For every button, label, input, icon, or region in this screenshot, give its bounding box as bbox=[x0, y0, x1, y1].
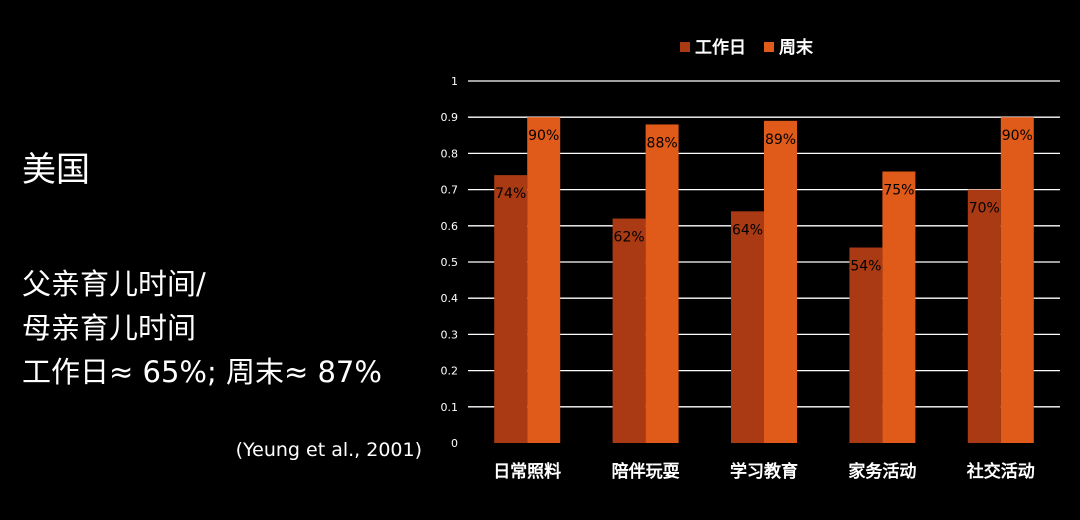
bar-weekday bbox=[849, 247, 883, 443]
y-tick-label: 0.4 bbox=[441, 292, 459, 305]
ratio-summary: 父亲育儿时间/ 母亲育儿时间 工作日≈ 65%; 周末≈ 87% bbox=[22, 262, 382, 394]
data-label: 75% bbox=[883, 183, 914, 199]
y-tick-label: 0.2 bbox=[441, 365, 459, 378]
data-labels: 74% 90% 62% 88% 64% 89% 54% 75% 70% 90% bbox=[495, 128, 1033, 274]
data-label: 90% bbox=[528, 128, 559, 144]
y-tick-label: 0.3 bbox=[441, 328, 459, 341]
x-tick-labels: 日常照料 陪伴玩耍 学习教育 家务活动 社交活动 bbox=[493, 461, 1035, 482]
bar-weekday bbox=[494, 175, 528, 443]
page-heading: 美国 bbox=[22, 150, 90, 190]
data-label: 62% bbox=[614, 230, 645, 246]
y-tick-label: 1 bbox=[451, 75, 458, 88]
y-tick-label: 0.5 bbox=[441, 256, 459, 269]
x-tick-label: 日常照料 bbox=[493, 461, 561, 482]
data-label: 54% bbox=[850, 259, 881, 275]
legend-label: 工作日 bbox=[695, 37, 746, 58]
x-tick-label: 家务活动 bbox=[848, 461, 916, 482]
citation: (Yeung et al., 2001) bbox=[235, 439, 422, 461]
bars bbox=[494, 117, 1034, 443]
bar-weekday bbox=[612, 218, 646, 443]
y-tick-label: 0.7 bbox=[441, 184, 459, 197]
ratio-line-2: 母亲育儿时间 bbox=[22, 311, 197, 345]
ratio-line-1: 父亲育儿时间/ bbox=[22, 267, 206, 301]
legend-swatch bbox=[764, 42, 774, 52]
data-label: 74% bbox=[495, 186, 526, 202]
bar-chart: 0 0.1 0.2 0.3 0.4 0.5 0.6 0.7 0.8 0.9 1 74% 90% 62% 8… bbox=[441, 37, 1060, 482]
left-panel: 美国 父亲育儿时间/ 母亲育儿时间 工作日≈ 65%; 周末≈ 87% (Yeu… bbox=[0, 0, 440, 516]
x-tick-label: 陪伴玩耍 bbox=[612, 461, 680, 482]
data-label: 90% bbox=[1002, 128, 1033, 144]
bar-weekend bbox=[764, 120, 797, 443]
legend-label: 周末 bbox=[779, 37, 814, 58]
data-label: 88% bbox=[647, 135, 678, 151]
ratio-line-3: 工作日≈ 65%; 周末≈ 87% bbox=[22, 355, 382, 389]
chart-container: 0 0.1 0.2 0.3 0.4 0.5 0.6 0.7 0.8 0.9 1 74% 90% 62% 8… bbox=[440, 0, 1080, 516]
bar-weekday bbox=[731, 211, 764, 443]
y-tick-label: 0.9 bbox=[441, 111, 459, 124]
bar-weekend bbox=[882, 171, 916, 443]
bar-weekend bbox=[527, 117, 561, 443]
x-tick-label: 社交活动 bbox=[966, 461, 1035, 482]
y-tick-label: 0.1 bbox=[441, 401, 459, 414]
legend: 工作日 周末 bbox=[680, 37, 814, 58]
bar-weekend bbox=[1000, 117, 1034, 443]
bar-weekday bbox=[967, 189, 1001, 443]
x-tick-label: 学习教育 bbox=[730, 461, 798, 482]
y-tick-label: 0.8 bbox=[441, 147, 459, 160]
y-tick-label: 0.6 bbox=[441, 220, 459, 233]
data-label: 89% bbox=[765, 132, 796, 148]
bar-weekend bbox=[645, 124, 679, 443]
data-label: 70% bbox=[969, 201, 1000, 217]
legend-swatch bbox=[680, 42, 690, 52]
y-tick-labels: 0 0.1 0.2 0.3 0.4 0.5 0.6 0.7 0.8 0.9 1 bbox=[441, 75, 459, 450]
y-tick-label: 0 bbox=[451, 437, 458, 450]
data-label: 64% bbox=[732, 222, 763, 238]
